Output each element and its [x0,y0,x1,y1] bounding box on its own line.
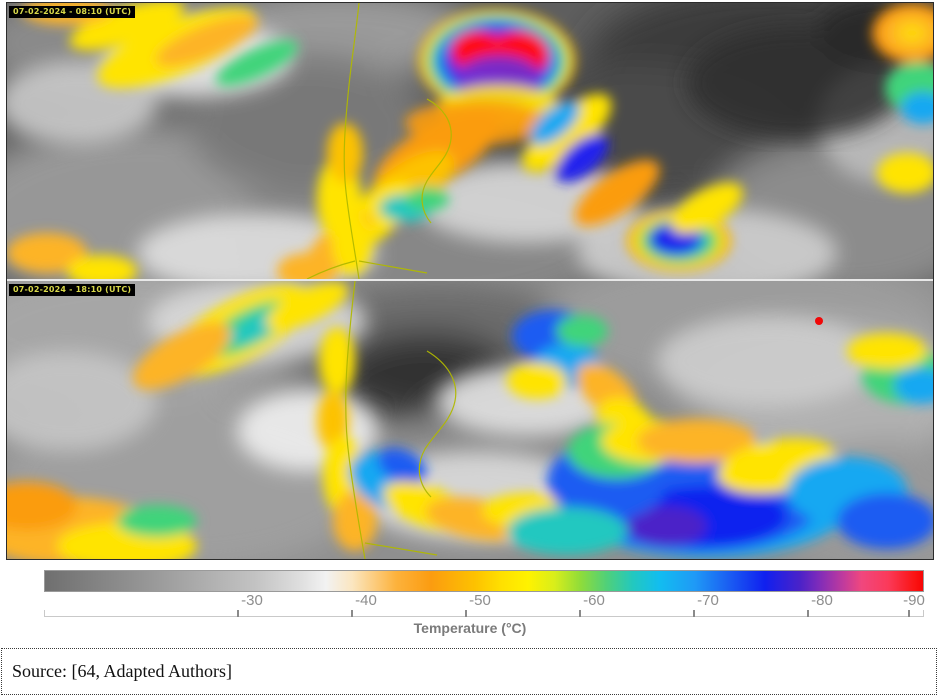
colorbar-tick-mark [908,610,910,617]
colorbar-tick-label: -70 [697,592,719,609]
colorbar-title: Temperature (°C) [413,620,527,636]
colorbar-axis-cap-left [44,610,45,617]
colorbar-tick-mark [237,610,239,617]
cold-pixel-marker [815,317,823,325]
colorbar-tick-label: -80 [811,592,833,609]
colorbar-tick-label: -30 [241,592,263,609]
timestamp-bottom: 07-02-2024 - 18:10 (UTC) [9,284,136,296]
colorbar-tick-mark [465,610,467,617]
satellite-figure: 07-02-2024 - 08:10 (UTC) [0,2,940,638]
colorbar-gradient [44,570,924,592]
satellite-image-frame: 07-02-2024 - 08:10 (UTC) [6,2,934,560]
source-caption: Source: [64, Adapted Authors] [12,661,232,681]
panel-divider [7,279,933,281]
satellite-panel-bottom: 07-02-2024 - 18:10 (UTC) [7,281,933,559]
colorbar-tick-label: -90 [903,592,925,609]
satellite-panel-top: 07-02-2024 - 08:10 (UTC) [7,3,933,279]
colorbar-tick-mark [807,610,809,617]
colorbar-axis-line [44,616,924,617]
timestamp-top: 07-02-2024 - 08:10 (UTC) [9,6,136,18]
colorbar-tick-label: -50 [469,592,491,609]
colorbar-tick-mark [579,610,581,617]
ir-basemap-bottom [7,281,933,559]
colorbar-tick-label: -60 [583,592,605,609]
ir-basemap-top [7,3,933,279]
colorbar-tick-mark [693,610,695,617]
colorbar-axis-cap-right [923,610,924,617]
caption-box: Source: [64, Adapted Authors] [1,648,937,695]
colorbar-tick-mark [351,610,353,617]
temperature-colorbar: -30 -40 -50 -60 -70 -80 -90 Temperature … [0,566,940,638]
colorbar-tick-label: -40 [355,592,377,609]
